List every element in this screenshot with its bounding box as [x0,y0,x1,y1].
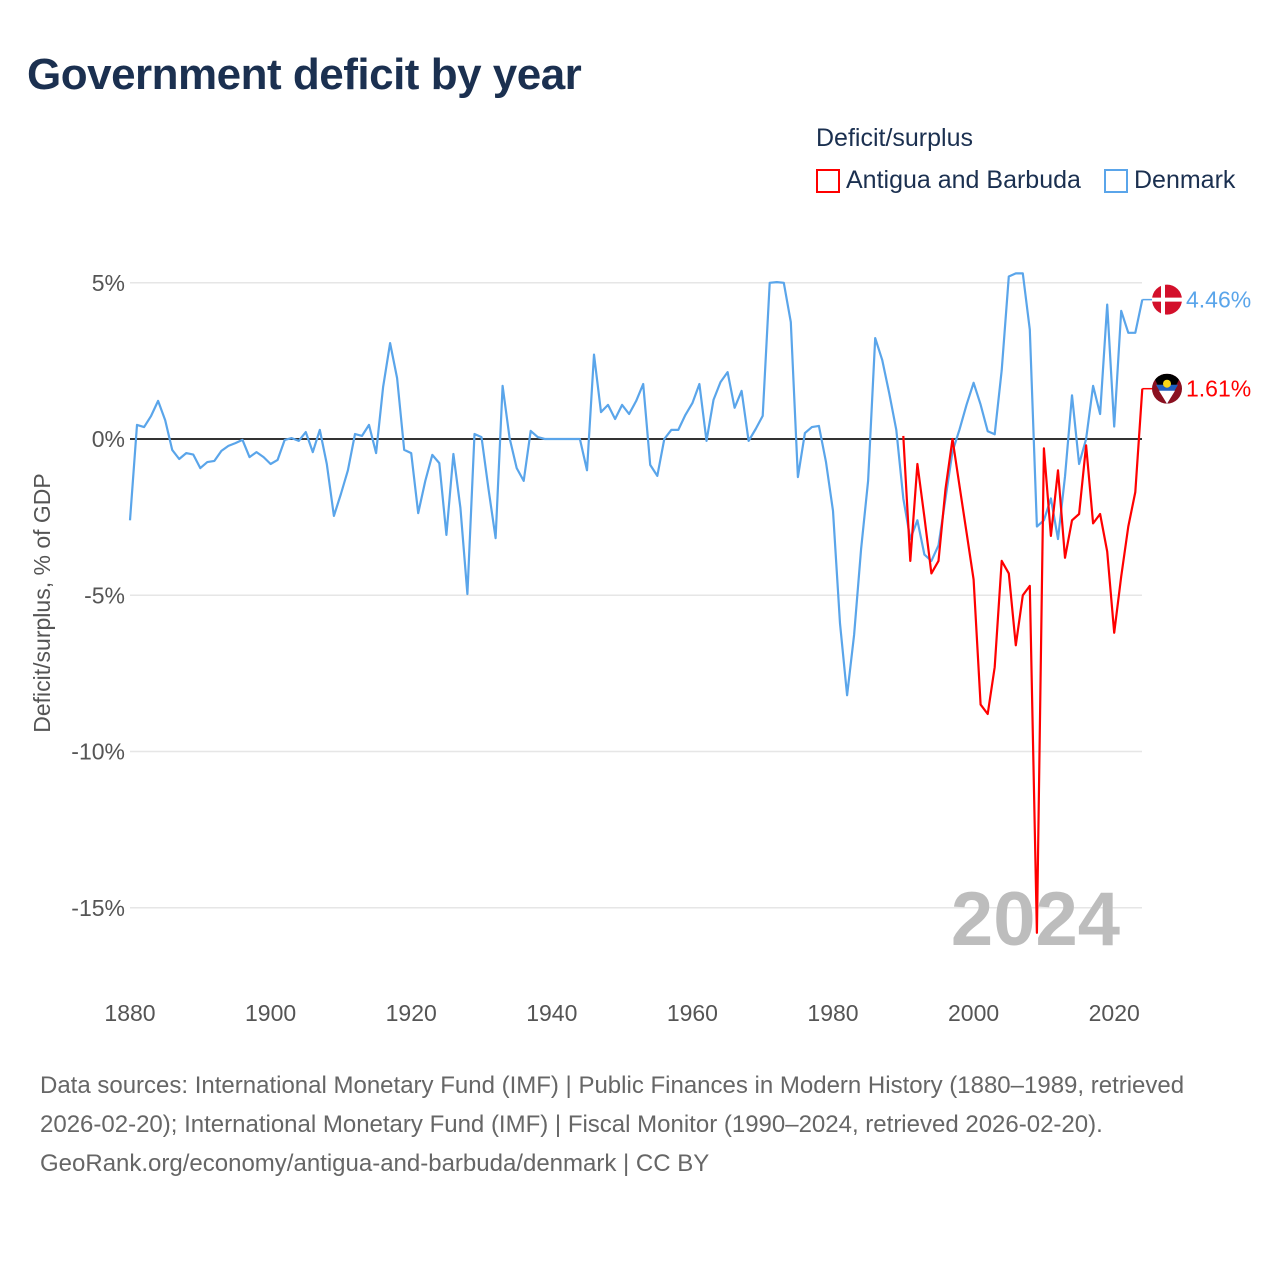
denmark-flag-icon [1152,284,1182,315]
x-tick-label: 1940 [526,1000,577,1026]
legend-label: Denmark [1134,166,1236,194]
end-value-label: 4.46% [1186,287,1251,313]
x-tick-label: 1920 [386,1000,437,1026]
footer: Data sources: International Monetary Fun… [40,1066,1240,1183]
x-tick-label: 2000 [948,1000,999,1026]
y-tick-label: -10% [71,739,125,765]
chart-title: Government deficit by year [27,50,582,99]
antigua-flag-icon [1152,373,1182,404]
data-sources: Data sources: International Monetary Fun… [40,1072,1185,1138]
x-tick-label: 1880 [104,1000,155,1026]
y-tick-label: -15% [71,895,125,921]
end-value-label: 1.61% [1186,376,1251,402]
legend-item-denmark[interactable]: Denmark [1104,166,1235,195]
x-tick-label: 1960 [667,1000,718,1026]
series-line-antigua-and-barbuda[interactable] [902,388,1144,934]
y-tick-label: 5% [92,270,125,296]
legend-title: Deficit/surplus [816,124,973,152]
x-tick-label: 1900 [245,1000,296,1026]
x-tick-label: 2020 [1089,1000,1140,1026]
y-tick-label: -5% [84,582,125,608]
x-tick-label: 1980 [807,1000,858,1026]
y-tick-label: 0% [92,426,125,452]
legend-label: Antigua and Barbuda [846,166,1081,194]
series-line-denmark[interactable] [128,272,1144,697]
legend-item-antigua[interactable]: Antigua and Barbuda [816,166,1081,195]
y-axis-label: Deficit/surplus, % of GDP [29,473,55,732]
legend-swatch-antigua [816,168,840,193]
legend-swatch-denmark [1104,168,1128,193]
source-link[interactable]: GeoRank.org/economy/antigua-and-barbuda/… [40,1150,710,1177]
line-chart: 5% 0% -5% -10% -15% 1880 1900 1920 1940 1960 1980 2… [29,270,1251,1026]
